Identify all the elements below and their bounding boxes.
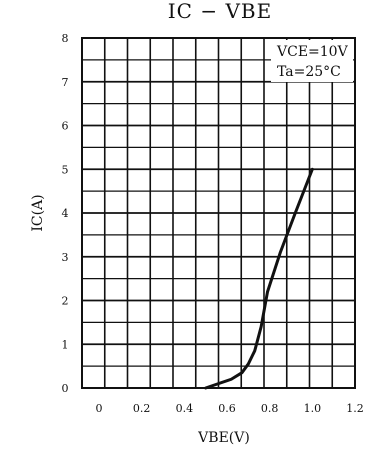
annotation-vce: VCE=10V [276,44,349,60]
y-tick-label: 1 [62,338,69,351]
annotation-background [271,40,353,82]
y-axis-ticks: 0 1 2 3 4 5 6 7 8 [62,32,69,395]
x-tick-label: 1.2 [346,402,364,415]
data-curve [204,167,314,390]
y-tick-label: 5 [62,163,69,176]
y-tick-label: 6 [62,120,69,133]
y-tick-label: 7 [62,76,69,89]
plot-area [81,37,356,390]
x-axis-ticks: 0 0.2 0.4 0.6 0.8 1.0 1.2 [96,402,364,415]
plot-frame [81,37,356,389]
annotation-ta: Ta=25°C [277,64,341,80]
grid-lines [82,38,355,389]
x-tick-label: 0.6 [218,402,236,415]
chart-title: IC − VBE [168,0,272,23]
y-tick-label: 0 [62,382,69,395]
x-tick-label: 0 [96,402,103,415]
y-tick-label: 4 [62,207,69,220]
y-axis-label: IC(A) [30,194,46,231]
y-tick-label: 8 [62,32,69,45]
y-tick-label: 3 [62,251,69,264]
x-tick-label: 0.2 [133,402,151,415]
x-tick-label: 0.4 [176,402,194,415]
annotation-box: VCE=10V Ta=25°C [271,40,353,82]
x-axis-label: VBE(V) [197,430,250,446]
y-tick-label: 2 [62,295,69,308]
x-tick-label: 0.8 [261,402,279,415]
x-tick-label: 1.0 [304,402,322,415]
